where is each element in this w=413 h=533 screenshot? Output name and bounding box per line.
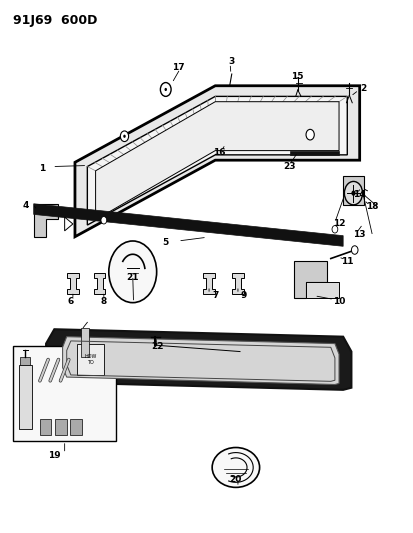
Polygon shape: [203, 273, 214, 294]
Polygon shape: [87, 96, 347, 225]
Text: 21: 21: [126, 273, 139, 281]
Text: 13: 13: [353, 230, 365, 239]
Polygon shape: [232, 273, 243, 294]
Text: 16: 16: [213, 148, 225, 157]
Bar: [81, 328, 89, 357]
Text: 7: 7: [211, 291, 218, 300]
Polygon shape: [342, 176, 363, 205]
Text: 6: 6: [68, 296, 74, 305]
Text: 3: 3: [228, 58, 234, 66]
Bar: [40, 419, 51, 435]
Text: 4: 4: [22, 201, 28, 210]
Text: 8: 8: [100, 296, 107, 305]
Polygon shape: [33, 204, 58, 237]
Circle shape: [120, 131, 128, 142]
Circle shape: [164, 88, 166, 91]
Bar: [77, 344, 104, 375]
Polygon shape: [94, 273, 105, 294]
Text: 12: 12: [332, 220, 344, 229]
Text: 9: 9: [240, 291, 247, 300]
Polygon shape: [95, 102, 338, 220]
Text: 20: 20: [229, 475, 242, 483]
Text: 2: 2: [360, 84, 366, 93]
Bar: [55, 419, 66, 435]
Text: 11: 11: [340, 257, 353, 265]
Bar: [19, 365, 31, 429]
Ellipse shape: [211, 448, 259, 487]
Polygon shape: [62, 337, 338, 384]
Polygon shape: [67, 273, 78, 294]
Polygon shape: [75, 86, 359, 237]
Circle shape: [351, 246, 357, 254]
Circle shape: [101, 216, 107, 224]
Circle shape: [123, 135, 126, 138]
Polygon shape: [46, 329, 351, 390]
Polygon shape: [289, 151, 338, 155]
Text: 10: 10: [332, 296, 344, 305]
Text: 15: 15: [291, 71, 303, 80]
Circle shape: [305, 130, 313, 140]
Text: 1: 1: [39, 164, 45, 173]
Text: 22: 22: [151, 342, 163, 351]
Bar: [70, 419, 82, 435]
Text: 23: 23: [282, 162, 295, 171]
Circle shape: [331, 225, 337, 233]
Polygon shape: [293, 261, 326, 298]
Circle shape: [351, 190, 355, 196]
Polygon shape: [305, 282, 338, 298]
Circle shape: [109, 241, 156, 303]
Text: 18: 18: [365, 203, 377, 212]
Polygon shape: [33, 204, 342, 246]
Text: 91J69  600D: 91J69 600D: [13, 14, 97, 27]
Text: 17: 17: [171, 63, 184, 71]
Text: 5: 5: [162, 238, 169, 247]
Circle shape: [344, 181, 362, 205]
Bar: [21, 357, 30, 365]
Text: 19: 19: [48, 451, 60, 460]
Text: HOW
TO: HOW TO: [84, 354, 96, 365]
Circle shape: [160, 83, 171, 96]
Bar: [13, 346, 116, 441]
Text: 14: 14: [353, 190, 365, 199]
